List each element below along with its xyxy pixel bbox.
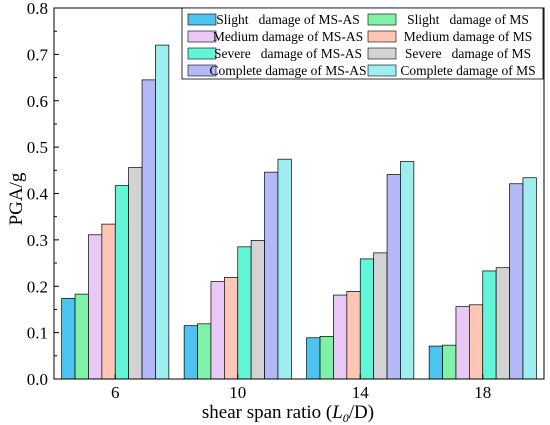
legend-label: Complete damage of MS-AS: [209, 63, 366, 78]
bar-6-2: [386, 174, 401, 380]
legend-label: Medium damage of MS-AS: [213, 29, 363, 44]
legend-swatch: [367, 13, 397, 26]
bar-6-3: [509, 183, 524, 380]
y-tick-label: 0.1: [27, 324, 48, 343]
y-tick-label: 0.0: [27, 370, 48, 389]
x-tick-label: 10: [229, 383, 246, 402]
bar-1-1: [197, 323, 212, 380]
bar-6-0: [141, 79, 156, 380]
bar-7-3: [522, 177, 537, 380]
bar-1-2: [319, 335, 334, 380]
legend-label: Slight damage of MS-AS: [216, 12, 360, 27]
y-axis-title: PGA/g: [6, 172, 27, 225]
bar-4-0: [114, 185, 129, 380]
bar-7-1: [277, 158, 292, 380]
bar-2-0: [88, 234, 103, 380]
x-tick-label: 18: [474, 383, 491, 402]
y-tick-label: 0.5: [27, 138, 48, 157]
legend-label: Complete damage of MS: [400, 63, 535, 78]
x-tick-label: 6: [111, 383, 120, 402]
legend-swatch: [187, 30, 217, 43]
bars-layer: [61, 44, 537, 380]
legend-swatch: [187, 13, 217, 26]
bar-4-3: [482, 270, 497, 380]
bar-3-1: [224, 277, 239, 380]
bar-0-3: [428, 345, 443, 380]
legend-label: Slight damage of MS: [407, 12, 529, 27]
bar-1-3: [442, 344, 457, 380]
x-tick-label: 14: [352, 383, 370, 402]
bar-3-2: [346, 291, 361, 380]
legend-label: Severe damage of MS-AS: [214, 46, 362, 61]
bar-5-3: [495, 267, 510, 380]
legend-label: Severe damage of MS: [405, 46, 531, 61]
bar-3-3: [469, 304, 484, 380]
bar-0-1: [183, 325, 198, 380]
y-tick-label: 0.4: [27, 185, 49, 204]
bar-4-1: [237, 246, 252, 380]
bar-2-2: [333, 294, 348, 380]
axes-layer: 0.0 0.1 0.2 0.3 0.4 0.5 0.6 0.7 0.8 6 10 14 18: [27, 0, 545, 402]
bar-1-0: [74, 293, 89, 380]
bar-0-0: [61, 297, 76, 380]
bar-7-2: [400, 161, 415, 380]
bar-7-0: [155, 44, 170, 380]
bar-3-0: [101, 223, 116, 380]
legend-swatch: [367, 30, 397, 43]
y-tick-label: 0.7: [27, 45, 49, 64]
legend-swatch: [187, 64, 217, 77]
bar-5-2: [373, 252, 388, 380]
bar-4-2: [359, 258, 374, 380]
legend-swatch: [367, 64, 397, 77]
x-axis-title: shear span ratio (L0/D): [202, 402, 374, 425]
legend: Slight damage of MS-AS Slight damage of M…: [181, 7, 544, 80]
bar-2-1: [210, 281, 225, 380]
legend-swatch: [187, 47, 217, 60]
legend-label: Medium damage of MS: [404, 29, 533, 44]
bar-2-3: [455, 306, 470, 380]
y-tick-label: 0.6: [27, 92, 48, 111]
y-tick-label: 0.8: [27, 0, 48, 18]
bar-0-2: [306, 337, 321, 380]
bar-5-0: [128, 167, 143, 380]
bar-6-1: [264, 171, 279, 380]
legend-swatch: [367, 47, 397, 60]
bar-5-1: [250, 239, 265, 380]
y-tick-label: 0.2: [27, 277, 48, 296]
legend-box: [181, 7, 544, 80]
y-tick-label: 0.3: [27, 231, 48, 250]
